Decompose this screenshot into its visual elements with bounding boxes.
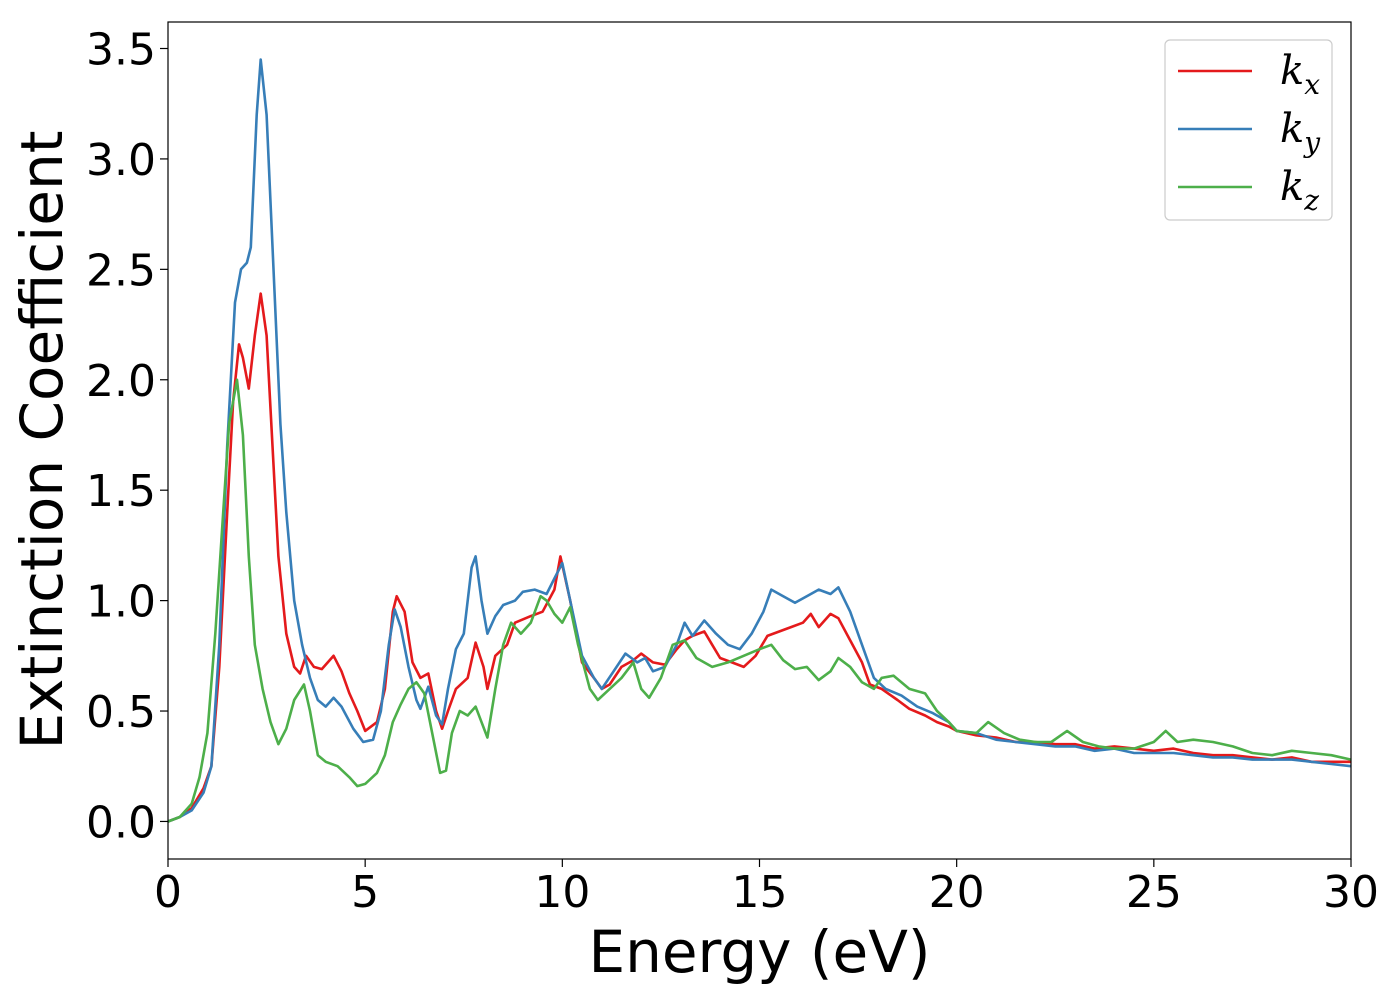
legend-label-main: k — [1280, 164, 1304, 210]
x-tick-label: 20 — [929, 867, 985, 918]
y-tick-label: 2.5 — [86, 245, 156, 296]
y-tick-label: 1.5 — [86, 466, 156, 517]
legend-label-kx: kx — [1280, 48, 1320, 101]
plot-background — [168, 22, 1351, 859]
x-axis-title: Energy (eV) — [588, 918, 930, 986]
y-axis-title: Extinction Coefficient — [8, 131, 76, 750]
legend-label-ky: ky — [1280, 106, 1321, 159]
y-tick-label: 0.0 — [86, 797, 156, 848]
series-line-kz — [167, 378, 1352, 823]
y-axis-ticks: 0.0 0.5 1.0 1.5 2.0 2.5 3.0 3.5 — [86, 25, 168, 848]
y-tick-label: 0.5 — [86, 687, 156, 738]
x-tick-label: 0 — [154, 867, 182, 918]
y-tick-label: 2.0 — [86, 356, 156, 407]
x-tick-label: 15 — [732, 867, 788, 918]
x-tick-label: 10 — [534, 867, 590, 918]
x-axis-ticks: 0 5 10 15 20 25 30 — [154, 859, 1379, 918]
x-tick-label: 5 — [351, 867, 379, 918]
legend-label-kz: kz — [1280, 164, 1319, 217]
y-tick-label: 3.5 — [86, 25, 156, 76]
legend-label-subscript: x — [1304, 68, 1320, 101]
legend-label-subscript: y — [1302, 126, 1321, 159]
legend-label-main: k — [1280, 106, 1304, 152]
series-layer — [167, 58, 1352, 823]
legend-label-subscript: z — [1303, 184, 1319, 217]
y-tick-label: 3.0 — [86, 135, 156, 186]
y-tick-label: 1.0 — [86, 577, 156, 628]
legend-label-main: k — [1280, 48, 1304, 94]
x-tick-label: 30 — [1323, 867, 1379, 918]
x-tick-label: 25 — [1126, 867, 1182, 918]
